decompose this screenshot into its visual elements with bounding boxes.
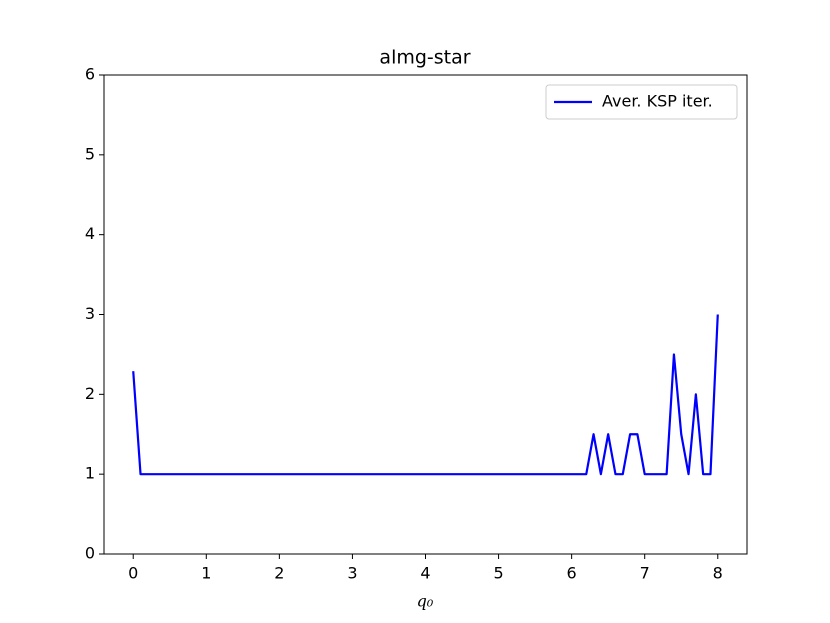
y-tick-label: 3 [85,304,95,323]
y-tick-label: 5 [85,144,95,163]
y-tick-label: 0 [85,544,95,563]
data-line [132,314,719,476]
x-axis-label: q₀ [417,592,434,611]
chart-title: almg-star [379,47,470,69]
x-tick-label: 6 [567,564,577,583]
y-tick-label: 6 [85,65,95,84]
legend-label: Aver. KSP iter. [602,92,713,111]
x-tick-label: 0 [128,564,138,583]
x-tick-label: 4 [420,564,430,583]
x-tick-label: 1 [201,564,211,583]
legend-box [545,84,738,120]
x-tick-label: 5 [493,564,503,583]
x-tick-label: 2 [274,564,284,583]
x-tick-label: 7 [640,564,650,583]
y-tick-label: 1 [85,464,95,483]
y-tick-label: 4 [85,224,95,243]
y-tick-label: 2 [85,384,95,403]
x-tick-label: 8 [713,564,723,583]
plot-frame [103,74,748,555]
x-tick-label: 3 [347,564,357,583]
